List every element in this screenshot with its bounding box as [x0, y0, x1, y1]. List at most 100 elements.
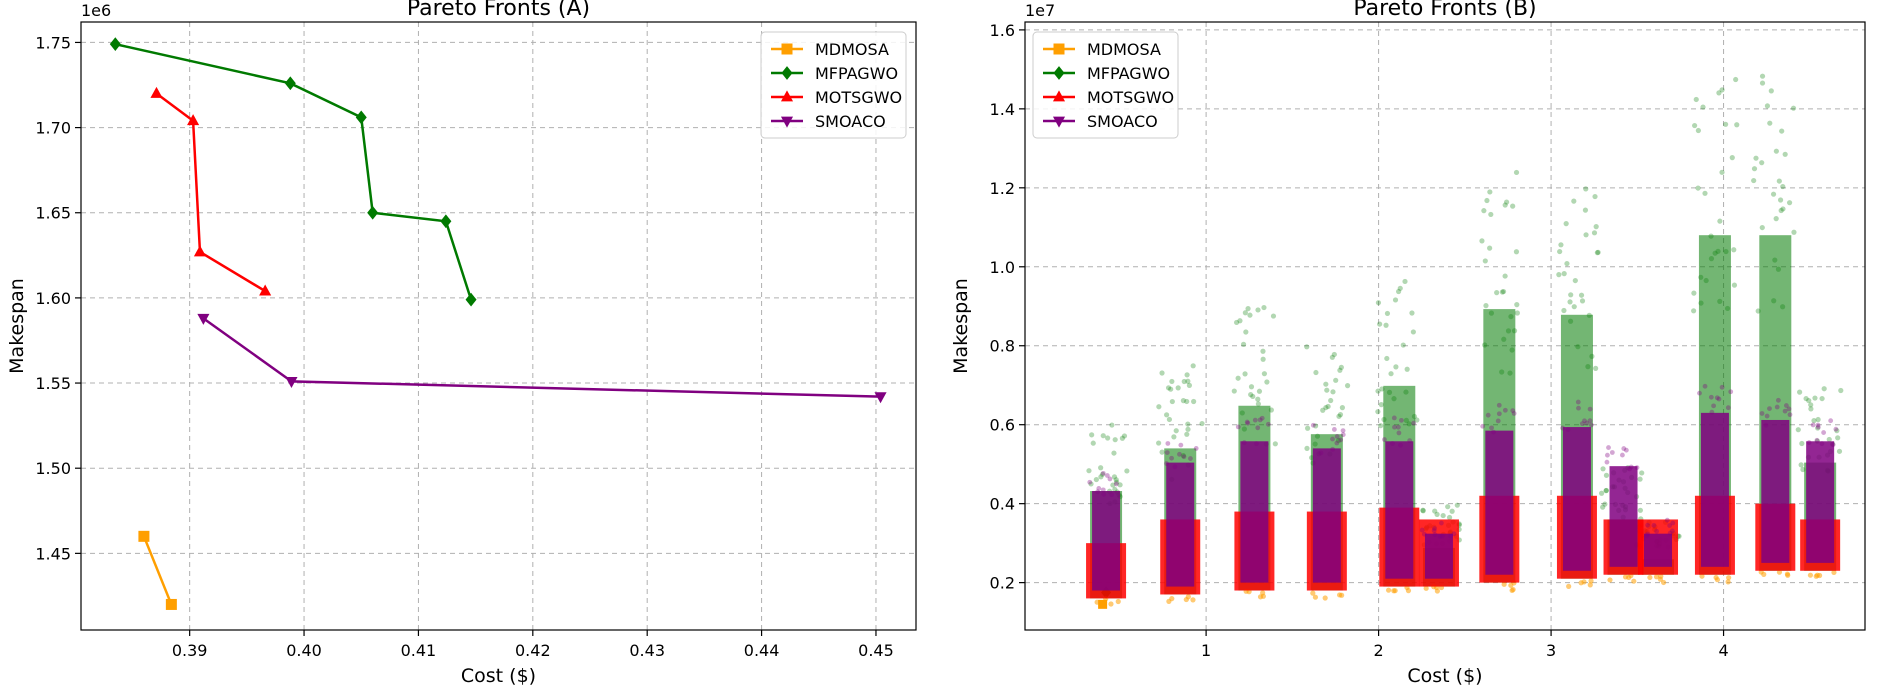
mfpagwo-point: [1089, 432, 1095, 438]
mfpagwo-point: [1594, 250, 1600, 256]
smoaco-cluster: [1700, 412, 1729, 567]
mdmosa-point: [1653, 574, 1660, 580]
y-tick-label: 1.4: [990, 100, 1015, 119]
smoaco-point: [1709, 409, 1715, 415]
mfpagwo-point: [1409, 310, 1415, 316]
smoaco-point: [1587, 406, 1593, 412]
mfpagwo-point: [1561, 307, 1567, 314]
mfpagwo-point: [1384, 310, 1391, 317]
mfpagwo-point: [1446, 514, 1453, 521]
smoaco-point: [1448, 533, 1453, 539]
smoaco-point: [1815, 424, 1821, 430]
smoaco-cluster: [1424, 533, 1453, 579]
legend-label: MDMOSA: [815, 40, 889, 59]
mfpagwo-point: [1716, 90, 1722, 96]
mfpagwo-point: [1088, 481, 1094, 487]
x-tick-label: 0.39: [172, 641, 208, 660]
mfpagwo-point: [1111, 474, 1118, 480]
mfpagwo-point: [1169, 378, 1175, 385]
mfpagwo-point: [1338, 364, 1344, 370]
mfpagwo-point: [1248, 384, 1255, 390]
mfpagwo-point: [1086, 468, 1092, 474]
mfpagwo-point: [1483, 303, 1489, 309]
smoaco-point: [1411, 420, 1417, 426]
mfpagwo-point: [1599, 490, 1605, 496]
mfpagwo-point: [1759, 73, 1766, 79]
mfpagwo-point: [1593, 365, 1599, 371]
mfpagwo-point: [1190, 363, 1196, 369]
mfpagwo-point: [1692, 122, 1698, 129]
mfpagwo-point: [1173, 428, 1179, 434]
smoaco-point: [1620, 452, 1625, 458]
smoaco-point: [1252, 417, 1258, 423]
smoaco-point: [1806, 440, 1812, 445]
mfpagwo-point: [1558, 242, 1564, 248]
mdmosa-point: [1434, 588, 1440, 594]
mfpagwo-point: [1112, 486, 1118, 493]
mfpagwo-point: [1571, 304, 1577, 310]
mfpagwo-point: [1715, 248, 1721, 254]
legend-marker: [781, 66, 793, 80]
series-line-mdmosa: [142, 535, 173, 605]
y-tick-label: 0.4: [990, 495, 1015, 514]
mfpagwo-point: [1159, 370, 1165, 376]
smoaco-point: [1579, 421, 1585, 427]
data-point-smoaco: [285, 376, 298, 388]
mdmosa-point: [1423, 585, 1429, 591]
mdmosa-point: [1336, 592, 1343, 598]
mfpagwo-point: [1090, 440, 1096, 446]
mfpagwo-point: [1175, 385, 1181, 391]
mfpagwo-point: [1510, 203, 1516, 209]
smoaco-point: [1255, 425, 1261, 431]
legend-box: [1032, 31, 1179, 139]
smoaco-point: [1259, 415, 1265, 421]
mfpagwo-point: [1185, 426, 1191, 432]
smoaco-point: [1164, 450, 1170, 456]
mdmosa-point: [1385, 587, 1392, 593]
smoaco-point: [1398, 442, 1403, 448]
data-point-motsgwo: [193, 245, 207, 257]
mfpagwo-point: [1695, 127, 1701, 134]
mfpagwo-point: [1247, 312, 1253, 318]
smoaco-point: [1604, 459, 1610, 465]
smoaco-point: [1767, 406, 1772, 412]
smoaco-cluster: [1644, 533, 1673, 567]
smoaco-point: [1495, 418, 1501, 424]
mfpagwo-point: [1773, 148, 1779, 154]
smoaco-point: [1188, 456, 1193, 461]
legend-label: MOTSGWO: [1087, 88, 1174, 107]
mfpagwo-point: [1600, 504, 1606, 510]
y-tick-label: 1.2: [990, 179, 1015, 198]
mfpagwo-point: [1561, 271, 1567, 277]
mfpagwo-point: [1235, 375, 1241, 381]
mfpagwo-point: [1776, 178, 1782, 184]
smoaco-point: [1235, 424, 1241, 430]
mfpagwo-point: [1764, 103, 1771, 109]
mdmosa-point: [1322, 595, 1328, 601]
legend-box: [760, 31, 907, 139]
mfpagwo-point: [1114, 479, 1120, 485]
mfpagwo-point: [1819, 395, 1825, 402]
mfpagwo-point: [1240, 341, 1247, 347]
chart-a-ylabel: Makespan: [6, 278, 28, 374]
mdmosa-point: [1510, 586, 1516, 593]
mfpagwo-point: [1245, 306, 1251, 312]
smoaco-cluster: [1761, 419, 1790, 563]
x-tick-label: 0.45: [858, 641, 894, 660]
mfpagwo-point: [1803, 395, 1809, 402]
scatter-smoaco: [1087, 383, 1839, 591]
mfpagwo-point: [1500, 288, 1507, 295]
mfpagwo-point: [1454, 502, 1460, 508]
y-tick-label: 1.50: [35, 459, 71, 478]
mfpagwo-point: [1503, 199, 1510, 205]
mfpagwo-point: [1603, 487, 1609, 494]
mdmosa-point: [1190, 597, 1196, 603]
smoaco-cluster: [1312, 448, 1341, 583]
mfpagwo-point: [1241, 426, 1247, 432]
mfpagwo-point: [1759, 80, 1766, 86]
smoaco-cluster: [1385, 441, 1414, 579]
mfpagwo-point: [1557, 248, 1563, 255]
mfpagwo-point: [1591, 230, 1598, 236]
mdmosa-point: [1807, 572, 1814, 578]
mfpagwo-point: [1165, 385, 1172, 391]
